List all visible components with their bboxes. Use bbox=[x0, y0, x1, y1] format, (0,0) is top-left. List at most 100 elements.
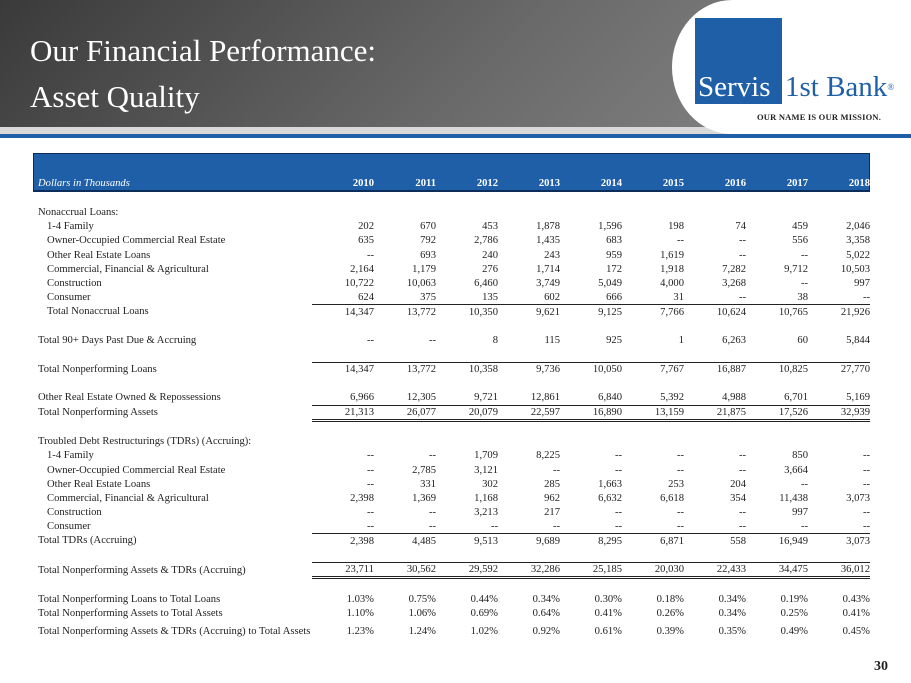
value-cell: 7,766 bbox=[622, 304, 684, 319]
value-cell: 6,966 bbox=[350, 392, 374, 404]
value-cell: 1.23% bbox=[346, 625, 374, 637]
value-cell: -- bbox=[738, 235, 746, 247]
value-cell: 1,619 bbox=[660, 249, 684, 261]
value-cell: 10,624 bbox=[684, 304, 746, 319]
value-cell: 5,169 bbox=[846, 392, 870, 404]
value-cell: 0.44% bbox=[470, 593, 498, 605]
value-cell: 925 bbox=[606, 335, 622, 347]
value-cell: 27,770 bbox=[808, 361, 870, 377]
value-cell: 7,767 bbox=[622, 361, 684, 377]
value-cell: -- bbox=[676, 464, 684, 476]
row-label: Total Nonperforming Assets bbox=[38, 407, 158, 419]
value-cell: 4,000 bbox=[660, 278, 684, 290]
value-cell: 13,772 bbox=[374, 361, 436, 377]
value-cell: 3,664 bbox=[784, 464, 808, 476]
value-cell: 16,890 bbox=[560, 404, 622, 422]
value-cell: 8 bbox=[492, 335, 498, 347]
value-cell: 0.92% bbox=[532, 625, 560, 637]
logo-square bbox=[695, 18, 782, 104]
value-cell: 0.45% bbox=[842, 625, 870, 637]
value-cell: 0.30% bbox=[594, 593, 622, 605]
year-header: 2012 bbox=[436, 177, 498, 192]
value-cell: 959 bbox=[606, 249, 622, 261]
row-label: Consumer bbox=[47, 521, 91, 533]
value-cell: 5,844 bbox=[846, 335, 870, 347]
value-cell: 0.75% bbox=[408, 593, 436, 605]
value-cell: -- bbox=[428, 507, 436, 519]
value-cell: 1,435 bbox=[536, 235, 560, 247]
row-label: Commercial, Financial & Agricultural bbox=[47, 263, 209, 275]
table-row: Owner-Occupied Commercial Real Estate -- 2… bbox=[33, 463, 870, 477]
value-cell: 3,073 bbox=[846, 492, 870, 504]
value-cell: 0.18% bbox=[656, 593, 684, 605]
value-cell: 3,213 bbox=[474, 507, 498, 519]
value-cell: 243 bbox=[544, 249, 560, 261]
value-cell: -- bbox=[862, 450, 870, 462]
value-cell: -- bbox=[614, 521, 622, 533]
value-cell: 850 bbox=[792, 450, 808, 462]
row-label: Total Nonperforming Assets & TDRs (Accru… bbox=[38, 625, 311, 637]
logo-bank-text: 1st Bank bbox=[785, 71, 888, 103]
value-cell: 1 bbox=[678, 335, 684, 347]
value-cell: 331 bbox=[420, 478, 436, 490]
year-header: 2017 bbox=[746, 177, 808, 192]
row-label: Consumer bbox=[47, 292, 91, 304]
value-cell: 25,185 bbox=[560, 562, 622, 580]
value-cell: -- bbox=[800, 478, 808, 490]
value-cell: -- bbox=[738, 521, 746, 533]
value-cell: 670 bbox=[420, 221, 436, 233]
spacer-row bbox=[33, 191, 870, 206]
value-cell: 12,861 bbox=[530, 392, 560, 404]
value-cell: 1,168 bbox=[474, 492, 498, 504]
value-cell: 8,225 bbox=[536, 450, 560, 462]
value-cell: 17,526 bbox=[746, 404, 808, 422]
value-cell: 276 bbox=[482, 263, 498, 275]
table-row: Owner-Occupied Commercial Real Estate 635… bbox=[33, 234, 870, 248]
value-cell: 0.69% bbox=[470, 607, 498, 619]
value-cell: -- bbox=[738, 507, 746, 519]
value-cell: 22,597 bbox=[498, 404, 560, 422]
value-cell: 0.61% bbox=[594, 625, 622, 637]
row-label: Total Nonaccrual Loans bbox=[47, 306, 149, 318]
value-cell: 1,663 bbox=[598, 478, 622, 490]
value-cell: 3,358 bbox=[846, 235, 870, 247]
value-cell: -- bbox=[366, 464, 374, 476]
value-cell: 6,618 bbox=[660, 492, 684, 504]
value-cell: 20,079 bbox=[436, 404, 498, 422]
row-label: Other Real Estate Loans bbox=[47, 249, 151, 261]
value-cell: -- bbox=[428, 521, 436, 533]
value-cell: 1.24% bbox=[408, 625, 436, 637]
year-header: 2013 bbox=[498, 177, 560, 192]
value-cell: -- bbox=[800, 278, 808, 290]
value-cell: 16,887 bbox=[684, 361, 746, 377]
spacer-row bbox=[33, 376, 870, 391]
empty-cell bbox=[436, 206, 498, 220]
value-cell: -- bbox=[676, 521, 684, 533]
table-row: Total TDRs (Accruing) 2,398 4,485 9,513 9,68… bbox=[33, 533, 870, 549]
spacer-row bbox=[33, 420, 870, 435]
empty-cell bbox=[684, 435, 746, 449]
value-cell: 9,689 bbox=[498, 533, 560, 549]
table-row: Total Nonperforming Assets & TDRs (Accru… bbox=[33, 620, 870, 642]
value-cell: 21,875 bbox=[684, 404, 746, 422]
value-cell: 13,159 bbox=[622, 404, 684, 422]
row-label: Total 90+ Days Past Due & Accruing bbox=[38, 335, 197, 347]
value-cell: -- bbox=[738, 464, 746, 476]
value-cell: 558 bbox=[684, 533, 746, 549]
value-cell: 0.35% bbox=[718, 625, 746, 637]
value-cell: 34,475 bbox=[746, 562, 808, 580]
value-cell: 2,398 bbox=[312, 533, 374, 549]
value-cell: 3,268 bbox=[722, 278, 746, 290]
page-title-line2: Asset Quality bbox=[30, 79, 200, 114]
spacer-cell bbox=[33, 578, 870, 593]
value-cell: 31 bbox=[673, 291, 684, 303]
value-cell: -- bbox=[366, 507, 374, 519]
row-label: Nonaccrual Loans: bbox=[38, 207, 119, 219]
value-cell: 202 bbox=[358, 221, 374, 233]
value-cell: 21,926 bbox=[808, 304, 870, 319]
value-cell: 3,073 bbox=[808, 533, 870, 549]
value-cell: 3,121 bbox=[474, 464, 498, 476]
value-cell: 635 bbox=[358, 235, 374, 247]
value-cell: 0.25% bbox=[780, 607, 808, 619]
value-cell: 74 bbox=[735, 221, 746, 233]
